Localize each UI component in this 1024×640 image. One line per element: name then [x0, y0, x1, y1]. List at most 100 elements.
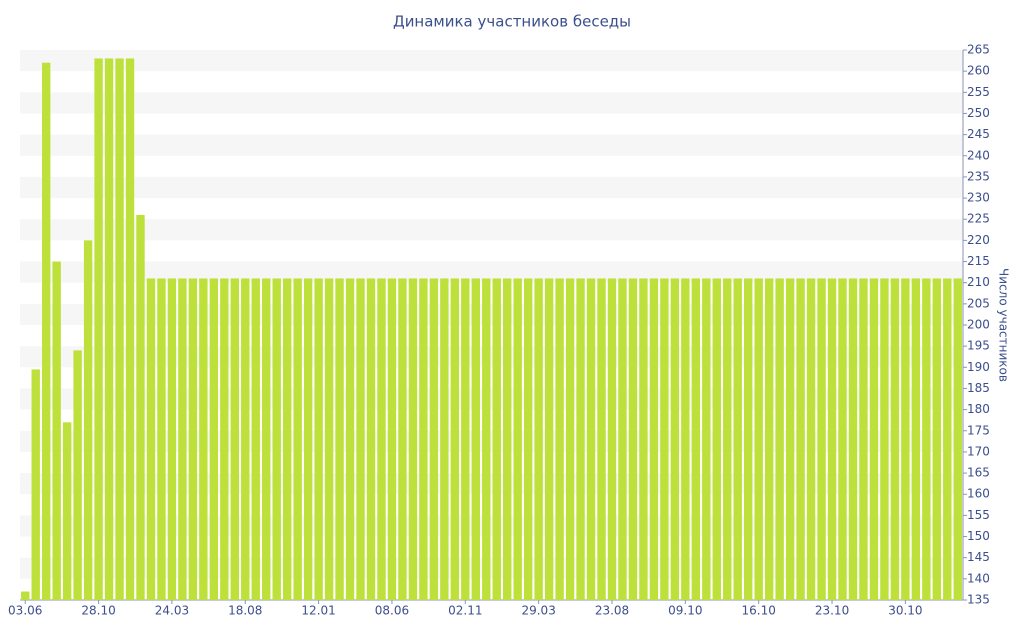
grid-band	[20, 50, 963, 72]
bar	[775, 278, 784, 600]
bar	[922, 278, 931, 600]
bar	[62, 422, 72, 600]
y-tick-label: 135	[967, 593, 990, 607]
y-tick-label: 185	[967, 381, 990, 395]
bar	[398, 278, 407, 600]
x-tick-label: 08.06	[375, 604, 409, 618]
y-tick-label: 190	[967, 360, 990, 374]
y-tick-label: 200	[967, 318, 990, 332]
grid-band	[20, 134, 963, 156]
bar	[314, 278, 323, 600]
bar	[660, 278, 669, 600]
bar	[104, 58, 114, 600]
bar	[733, 278, 742, 600]
bar	[377, 278, 386, 600]
bar	[859, 278, 868, 600]
y-tick-label: 235	[967, 169, 990, 183]
bar	[586, 278, 596, 600]
bar	[303, 278, 313, 600]
bar	[31, 369, 40, 600]
bar	[681, 278, 690, 600]
bar	[618, 278, 627, 600]
bar	[262, 278, 271, 600]
y-tick-label: 205	[967, 296, 990, 310]
bar	[691, 278, 701, 600]
bar	[817, 278, 826, 600]
bar	[764, 278, 774, 600]
bar	[251, 278, 260, 600]
bar	[209, 278, 219, 600]
y-tick-label: 140	[967, 571, 990, 585]
y-tick-label: 155	[967, 508, 990, 522]
bar	[712, 278, 721, 600]
y-tick-label: 220	[967, 233, 990, 247]
y-tick-label: 160	[967, 487, 990, 501]
y-tick-label: 210	[967, 275, 990, 289]
bar	[125, 58, 135, 600]
bar	[723, 278, 732, 600]
grid-band	[20, 176, 963, 199]
bar	[146, 278, 156, 600]
bar	[544, 278, 554, 600]
bar	[503, 278, 512, 600]
x-tick-label: 30.10	[888, 604, 922, 618]
bar	[408, 278, 418, 600]
x-tick-label: 03.06	[8, 604, 42, 618]
bar	[471, 278, 480, 600]
bar	[157, 278, 166, 600]
bar	[754, 278, 763, 600]
bar	[869, 278, 879, 600]
y-tick-label: 215	[967, 254, 990, 268]
bar	[806, 278, 816, 600]
y-tick-label: 145	[967, 550, 990, 564]
bar	[42, 62, 51, 600]
bar	[73, 350, 82, 600]
grid-band	[20, 219, 963, 241]
y-tick-label: 175	[967, 423, 990, 437]
grid-band	[20, 92, 963, 114]
bar	[670, 278, 680, 600]
bar	[492, 278, 501, 600]
bar	[83, 240, 93, 600]
y-axis-title: Число участников	[997, 268, 1011, 382]
x-tick-label: 24.03	[155, 604, 189, 618]
x-tick-label: 02.11	[448, 604, 482, 618]
bar	[628, 278, 638, 600]
y-tick-label: 150	[967, 529, 990, 543]
bar	[136, 215, 145, 600]
bar	[848, 278, 858, 600]
bar	[178, 278, 187, 600]
bar	[513, 278, 522, 600]
bar	[932, 278, 941, 600]
bar	[555, 278, 564, 600]
bar	[523, 278, 533, 600]
bar	[838, 278, 847, 600]
bar	[188, 278, 198, 600]
y-tick-label: 225	[967, 212, 990, 226]
bar	[293, 278, 302, 600]
bar	[387, 278, 397, 600]
x-tick-label: 18.08	[228, 604, 262, 618]
bar	[220, 278, 229, 600]
bar	[880, 278, 889, 600]
y-tick-label: 240	[967, 148, 990, 162]
y-tick-label: 260	[967, 64, 990, 78]
bar	[366, 278, 376, 600]
bar	[796, 278, 805, 600]
bar	[199, 278, 208, 600]
x-tick-label: 28.10	[81, 604, 115, 618]
bar	[52, 261, 61, 600]
bar	[649, 278, 659, 600]
bar	[440, 278, 449, 600]
grid-band	[20, 261, 963, 283]
bar	[272, 278, 281, 600]
bar	[461, 278, 470, 600]
x-tick-label: 23.08	[595, 604, 629, 618]
y-tick-label: 255	[967, 85, 990, 99]
x-tick-label: 23.10	[815, 604, 849, 618]
bar	[94, 58, 103, 600]
bar	[565, 278, 575, 600]
bar	[450, 278, 460, 600]
y-tick-label: 250	[967, 106, 990, 120]
bar	[534, 278, 543, 600]
